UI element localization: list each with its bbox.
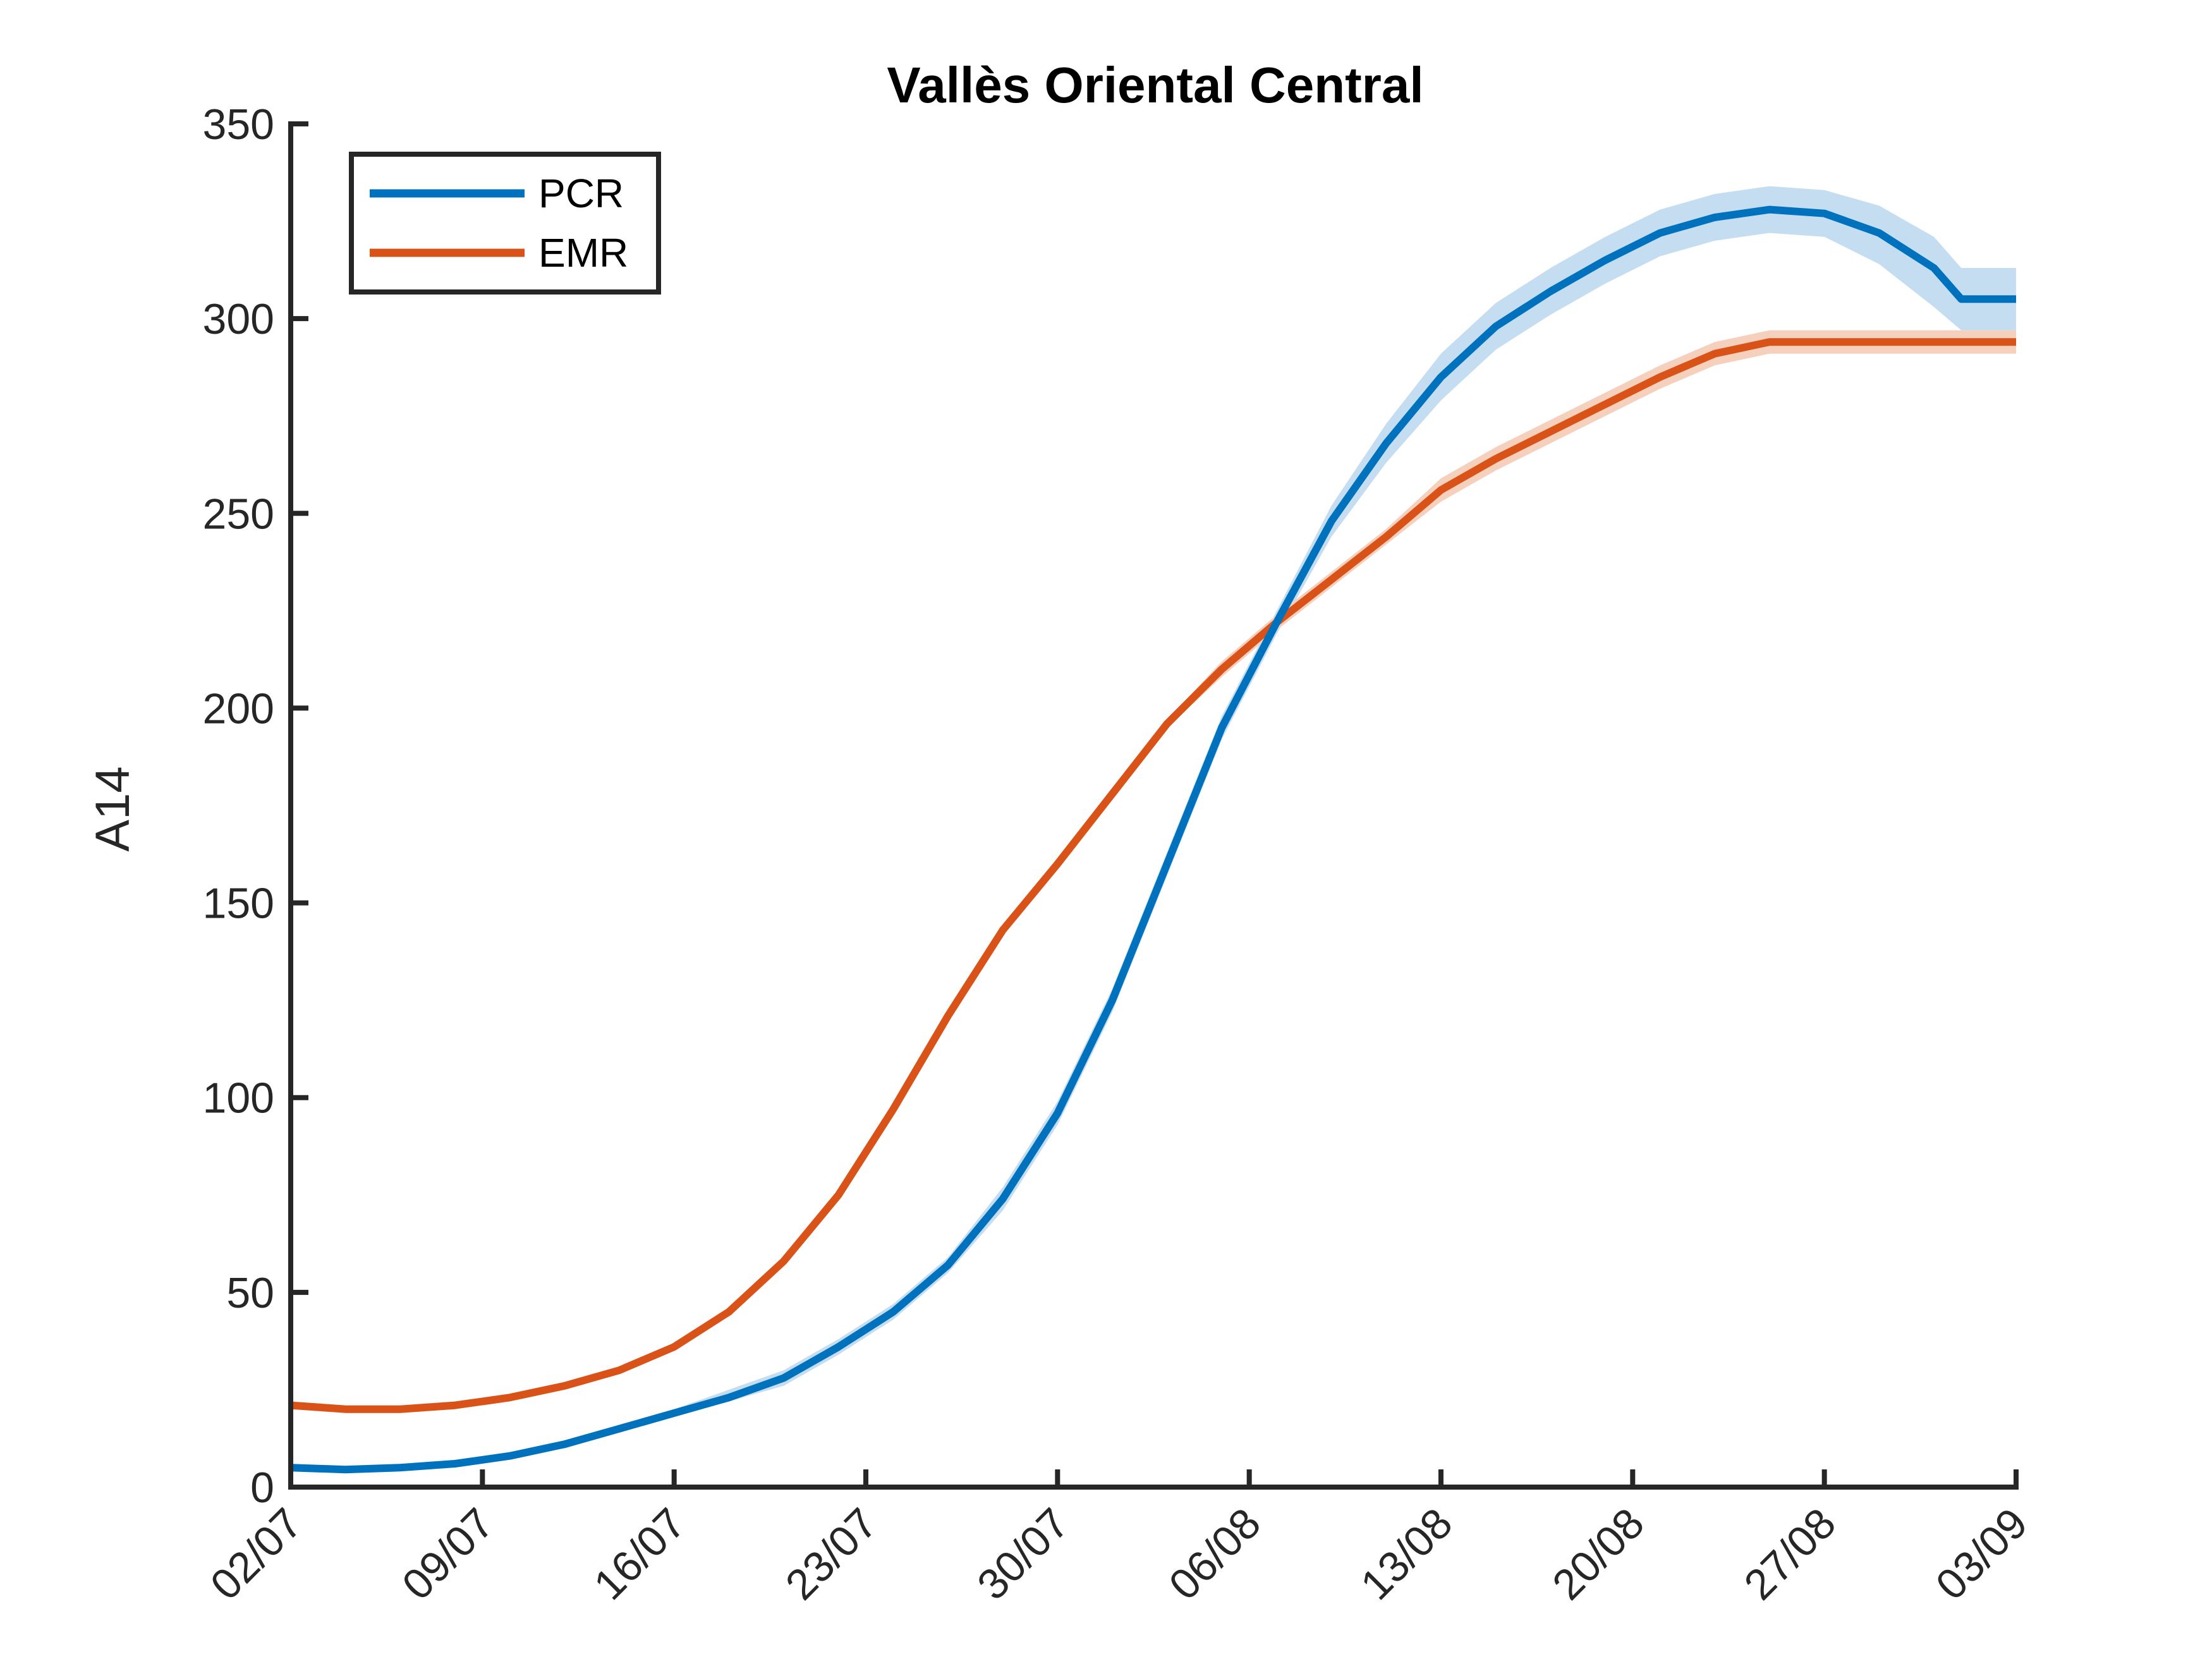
y-tick-label: 300 xyxy=(203,295,274,343)
series-line-emr xyxy=(290,338,2016,1413)
y-tick-label: 150 xyxy=(203,880,274,928)
y-tick-label: 50 xyxy=(226,1269,274,1317)
legend-label-pcr: PCR xyxy=(538,171,624,216)
y-tick-label: 350 xyxy=(203,100,274,149)
legend-label-emr: EMR xyxy=(538,230,628,276)
y-axis-label: A14 xyxy=(86,766,140,851)
y-tick-label: 250 xyxy=(203,490,274,538)
series-line-pcr xyxy=(290,205,2016,1474)
chart-title: Vallès Oriental Central xyxy=(887,57,1423,113)
axes xyxy=(288,121,2019,1490)
y-tick-label: 0 xyxy=(250,1464,274,1512)
series-lines xyxy=(290,205,2016,1474)
y-tick-label: 200 xyxy=(203,684,274,732)
y-tick-label: 100 xyxy=(203,1074,274,1122)
legend: PCR EMR xyxy=(349,152,661,295)
legend-box xyxy=(349,152,661,295)
